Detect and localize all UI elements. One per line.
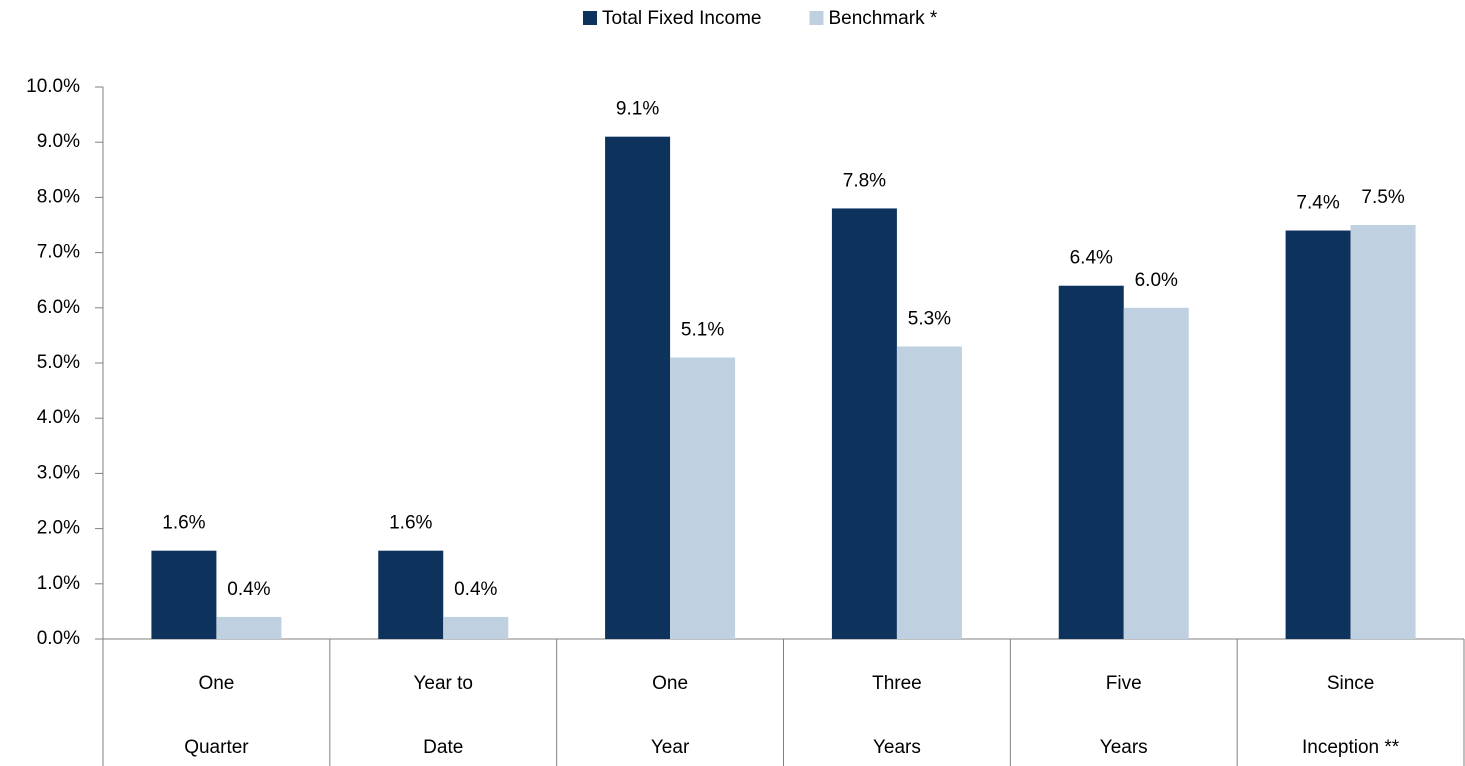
x-tick-label: Date [423,737,463,758]
x-tick-label: Years [1100,737,1148,758]
data-label: 6.0% [1135,270,1178,291]
x-tick-label: Five [1106,673,1142,694]
bar [1285,230,1351,639]
y-tick-label: 1.0% [37,573,80,594]
x-tick-label: Years [873,737,921,758]
x-tick-label: Year to [413,673,473,694]
x-tick-label: Inception ** [1302,737,1400,758]
bar [151,550,217,639]
data-label: 5.1% [681,319,724,340]
y-tick-label: 8.0% [37,186,80,207]
x-tick-label: One [652,673,688,694]
bar [605,136,671,639]
bar [216,616,282,639]
data-label: 0.4% [454,579,497,600]
y-tick-label: 10.0% [26,76,80,97]
y-tick-label: 3.0% [37,462,80,483]
bar [1350,225,1416,639]
legend-swatch [583,11,597,25]
y-tick-label: 5.0% [37,352,80,373]
bar [831,208,897,639]
y-tick-label: 4.0% [37,407,80,428]
data-label: 6.4% [1070,248,1113,269]
y-tick-label: 6.0% [37,297,80,318]
bar [1058,285,1124,639]
bar [896,346,962,639]
data-label: 1.6% [162,513,205,534]
data-label: 7.4% [1296,193,1339,214]
legend-swatch [809,11,824,25]
x-tick-label: Year [651,737,690,758]
y-tick-label: 2.0% [37,518,80,539]
x-tick-label: Three [872,673,922,694]
y-tick-label: 9.0% [37,131,80,152]
data-label: 0.4% [227,579,270,600]
bar [378,550,444,639]
bar [670,357,736,639]
x-tick-label: Quarter [184,737,249,758]
bar [443,616,509,639]
x-tick-label: Since [1327,673,1375,694]
data-label: 5.3% [908,308,951,329]
legend-label: Benchmark * [828,8,937,29]
data-label: 7.8% [843,170,886,191]
x-tick-label: One [198,673,234,694]
data-label: 1.6% [389,513,432,534]
data-label: 7.5% [1361,187,1404,208]
legend-label: Total Fixed Income [602,8,761,29]
bar [1123,307,1189,639]
y-tick-label: 0.0% [37,628,80,649]
y-tick-label: 7.0% [37,242,80,263]
data-label: 9.1% [616,99,659,120]
